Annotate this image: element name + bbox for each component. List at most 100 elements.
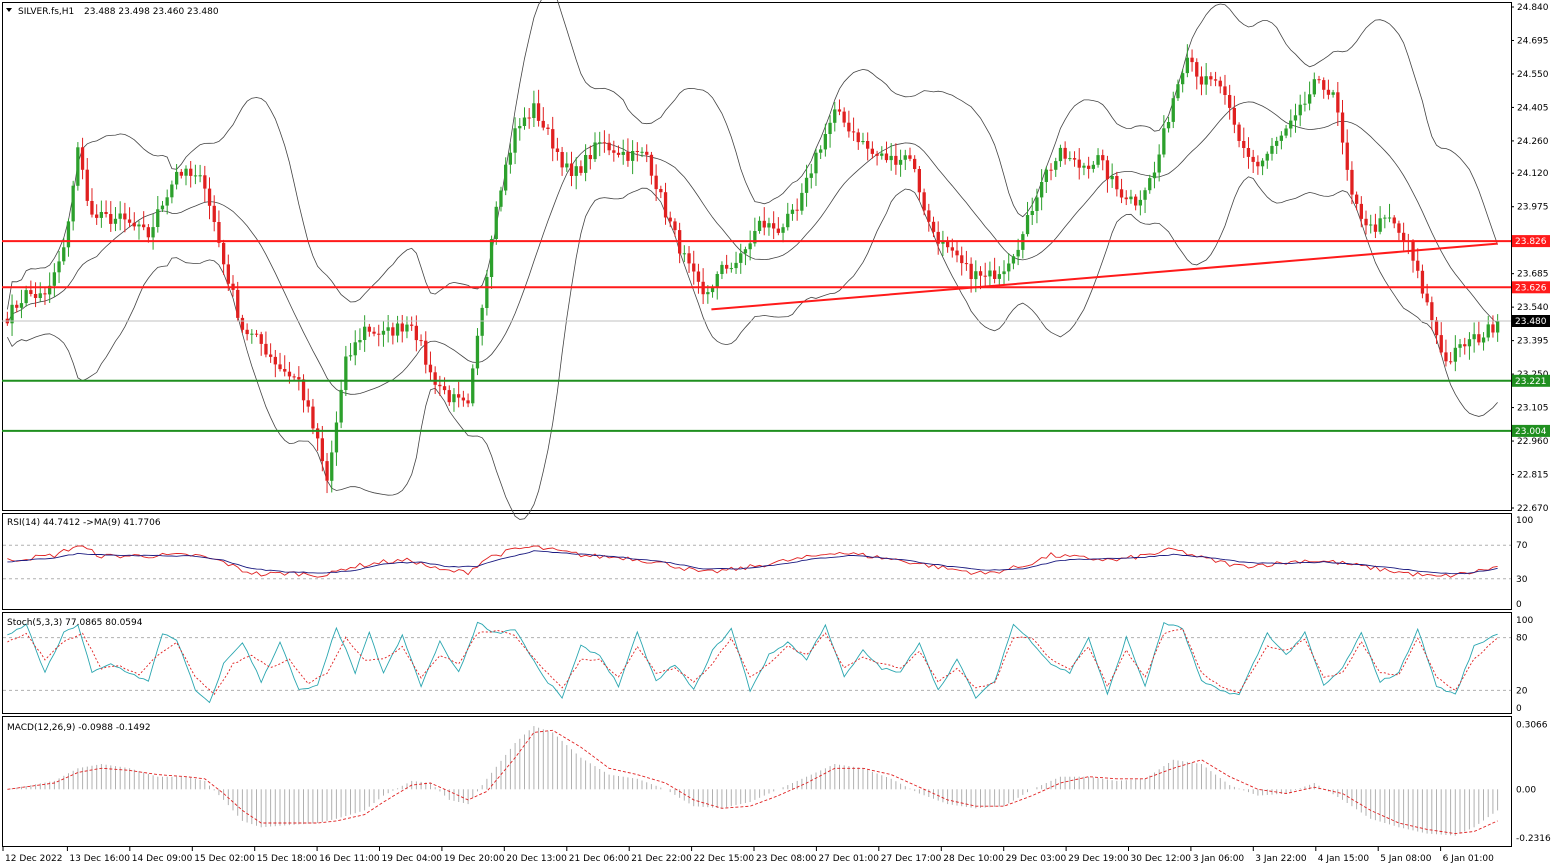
candle xyxy=(1096,148,1100,168)
candle xyxy=(381,321,386,347)
candle xyxy=(95,204,99,225)
candle xyxy=(1467,332,1472,360)
trendline[interactable] xyxy=(711,242,1498,311)
candle xyxy=(776,217,780,236)
candle xyxy=(273,349,277,378)
candle xyxy=(127,207,132,228)
candle xyxy=(461,390,465,407)
candle xyxy=(358,328,362,351)
candle xyxy=(819,145,823,160)
candle xyxy=(1411,239,1415,273)
time-tick-label: 3 Jan 06:00 xyxy=(1193,854,1245,864)
support-lower-tag-label: 23.004 xyxy=(1515,427,1547,437)
candle xyxy=(687,246,691,273)
candle xyxy=(753,217,757,247)
price-tick-label: 22.670 xyxy=(1517,504,1549,514)
rsi-panel[interactable] xyxy=(2,513,1512,610)
candle xyxy=(823,123,827,157)
candle xyxy=(1477,321,1481,346)
candle xyxy=(264,331,268,358)
candle xyxy=(983,262,987,287)
candle xyxy=(729,262,733,273)
candle xyxy=(1392,215,1396,229)
macd-panel[interactable] xyxy=(2,716,1512,847)
candle xyxy=(903,149,907,170)
candle xyxy=(946,236,950,253)
rsi-line xyxy=(7,545,1498,578)
candlesticks xyxy=(5,44,1500,494)
candle xyxy=(170,180,174,204)
candle xyxy=(325,453,329,494)
candle xyxy=(1199,66,1204,96)
candle xyxy=(654,164,658,202)
price-tick-label: 24.840 xyxy=(1517,3,1549,13)
candle xyxy=(880,146,884,160)
candle xyxy=(988,261,992,287)
candle xyxy=(1209,72,1213,87)
candle xyxy=(1204,63,1208,95)
candle xyxy=(1166,116,1171,133)
candle xyxy=(1190,49,1194,72)
candle xyxy=(1124,190,1128,206)
candle xyxy=(1279,131,1283,150)
candle xyxy=(1044,166,1048,193)
resistance-upper-tag-label: 23.826 xyxy=(1515,237,1547,247)
macd-tick-label: 0.3066 xyxy=(1516,721,1548,731)
candle xyxy=(311,398,315,435)
candle xyxy=(795,198,799,221)
candle xyxy=(52,263,56,298)
candle xyxy=(142,211,146,231)
price-tick-label: 23.540 xyxy=(1517,303,1549,313)
candle xyxy=(391,322,395,345)
candle xyxy=(607,133,611,156)
candle xyxy=(696,263,701,294)
candle xyxy=(283,355,287,377)
candle xyxy=(837,99,842,116)
time-tick-label: 27 Dec 01:00 xyxy=(818,854,879,864)
candle xyxy=(156,195,160,233)
price-tick-label: 23.685 xyxy=(1517,270,1549,280)
candle xyxy=(1260,158,1265,176)
candle xyxy=(419,334,423,346)
time-tick-label: 30 Dec 12:00 xyxy=(1131,854,1192,864)
candle xyxy=(1016,238,1020,266)
stoch-panel[interactable] xyxy=(2,612,1512,714)
collapse-triangle-icon[interactable] xyxy=(6,8,12,12)
candle xyxy=(579,160,583,176)
candle xyxy=(334,411,339,466)
candle xyxy=(560,146,564,176)
candle xyxy=(372,327,376,337)
time-tick-label: 19 Dec 20:00 xyxy=(444,854,505,864)
candle xyxy=(1496,314,1500,342)
candle xyxy=(842,107,846,128)
candle xyxy=(701,268,705,305)
candle xyxy=(160,200,165,213)
candle xyxy=(569,151,574,187)
candle xyxy=(964,250,969,271)
resistance-upper-tag xyxy=(1512,235,1550,248)
candle xyxy=(1444,339,1448,367)
candle xyxy=(330,440,334,493)
candle xyxy=(584,144,588,182)
candle xyxy=(250,329,254,344)
rsi-label: RSI(14) 44.7412 ->MA(9) 41.7706 xyxy=(7,518,161,528)
candle xyxy=(720,261,724,280)
candle xyxy=(222,239,226,276)
candle xyxy=(1420,264,1425,299)
candle xyxy=(1430,296,1434,331)
candle xyxy=(1251,149,1255,173)
candle xyxy=(184,165,188,186)
candle xyxy=(109,201,113,232)
candle xyxy=(1275,136,1279,154)
candle xyxy=(1157,144,1161,182)
candle xyxy=(485,270,489,316)
candle xyxy=(1007,253,1011,281)
candle xyxy=(489,235,494,289)
price-panel[interactable] xyxy=(2,2,1512,511)
candle xyxy=(828,115,832,148)
candle xyxy=(1369,214,1373,234)
candle xyxy=(833,101,837,132)
candle xyxy=(1040,169,1044,211)
support-upper-tag xyxy=(1512,374,1550,387)
candle xyxy=(198,164,202,183)
